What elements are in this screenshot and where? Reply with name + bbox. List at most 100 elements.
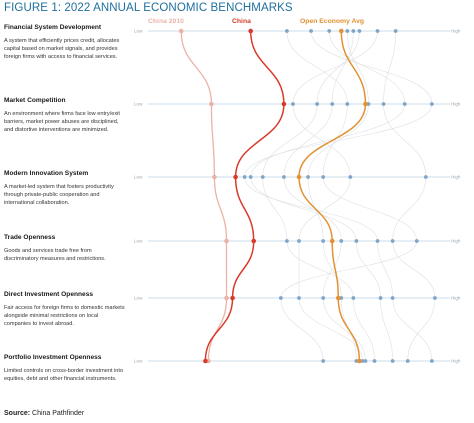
other-economy-point	[348, 175, 353, 179]
other-economy-point	[375, 29, 380, 33]
other-economy-point	[309, 29, 313, 33]
other-economy-point	[297, 296, 301, 300]
axis-low-label: Low	[134, 29, 143, 34]
source-text: China Pathfinder	[30, 410, 85, 417]
other-economy-point	[393, 29, 398, 33]
other-economy-point	[327, 29, 332, 33]
other-economy-point	[282, 175, 286, 179]
category-description: An environment where firms face low entr…	[4, 111, 120, 134]
axis-low-label: Low	[134, 239, 143, 244]
series-line	[204, 30, 285, 362]
category-financial-system: Financial System Development A system th…	[4, 24, 126, 62]
other-economy-point	[405, 359, 410, 363]
other-economy-point	[390, 359, 395, 363]
other-economy-point	[306, 175, 310, 179]
series-line	[180, 30, 228, 362]
series-point	[335, 295, 341, 301]
other-economy-point	[330, 102, 335, 106]
other-economy-point	[291, 102, 295, 106]
axis-low-label: Low	[134, 102, 143, 107]
other-economy-point	[321, 175, 326, 179]
series-point	[224, 295, 229, 301]
series-point	[296, 174, 302, 180]
other-economy-point	[260, 175, 265, 179]
series-point	[233, 174, 238, 180]
series-point	[281, 101, 287, 107]
axis-high-label: High	[451, 175, 461, 180]
series-point	[212, 174, 217, 180]
other-economy-line	[262, 30, 375, 362]
other-economy-point	[390, 296, 395, 300]
category-innovation-system: Modern Innovation System A market-led sy…	[4, 170, 126, 208]
series-point	[329, 238, 335, 244]
other-economy-point	[429, 102, 434, 106]
source-note: Source: China Pathfinder	[4, 410, 84, 417]
axis-high-label: High	[451, 102, 461, 107]
series-point	[224, 238, 229, 244]
other-economy-line	[383, 30, 436, 362]
series-point	[248, 28, 253, 34]
other-economy-point	[321, 359, 326, 363]
other-economy-point	[248, 175, 253, 179]
axis-low-label: Low	[134, 175, 143, 180]
category-description: Limited controls on cross-border investm…	[4, 368, 124, 383]
other-economy-line	[292, 30, 378, 362]
series-point	[363, 101, 368, 107]
axis-high-label: High	[451, 296, 461, 301]
other-economy-point	[378, 296, 383, 300]
category-trade-openness: Trade Openness Goods and services trade …	[4, 234, 126, 263]
series-point	[357, 358, 362, 364]
series-point	[203, 358, 208, 364]
other-economy-point	[390, 239, 395, 243]
category-market-competition: Market Competition An environment where …	[4, 97, 126, 135]
legend-entry: China	[232, 18, 251, 25]
axis-low-label: Low	[134, 359, 143, 364]
main-series-layer	[178, 28, 368, 364]
axis-low-label: Low	[134, 296, 143, 301]
series-line	[298, 30, 367, 362]
other-economy-point	[285, 239, 289, 243]
other-economy-line	[283, 30, 366, 362]
other-economy-point	[351, 296, 356, 300]
other-economy-point	[357, 29, 362, 33]
source-label: Source:	[4, 410, 31, 417]
category-name: Direct Investment Openness	[4, 291, 94, 298]
legend-layer: China 2010 China Open Economy Avg	[148, 18, 364, 25]
other-economies-layer	[242, 29, 437, 363]
series-point	[251, 238, 256, 244]
other-economy-point	[297, 239, 301, 243]
other-economy-line	[250, 30, 406, 362]
other-economy-point	[345, 29, 350, 33]
axis-high-label: High	[451, 239, 461, 244]
figure-title: FIGURE 1: 2022 ANNUAL ECONOMIC BENCHMARK…	[4, 2, 293, 14]
category-name: Market Competition	[4, 97, 66, 104]
category-name: Financial System Development	[4, 24, 102, 31]
category-description: Goods and services trade free from discr…	[4, 248, 106, 263]
category-description: A market-led system that fosters product…	[4, 184, 114, 207]
legend-entry: China 2010	[148, 18, 184, 25]
series-point	[338, 28, 344, 34]
category-description: A system that efficiently prices credit,…	[4, 38, 120, 61]
legend-entry: Open Economy Avg	[300, 18, 364, 25]
other-economy-point	[402, 102, 407, 106]
category-name: Trade Openness	[4, 234, 56, 241]
category-portfolio-investment: Portfolio Investment Openness Limited co…	[4, 354, 126, 383]
other-economy-point	[372, 359, 377, 363]
other-economy-point	[339, 239, 344, 243]
series-point	[178, 28, 184, 34]
category-description: Fair access for foreign firms to domesti…	[4, 305, 125, 328]
other-economy-point	[381, 102, 386, 106]
other-economy-point	[242, 175, 247, 179]
category-direct-investment: Direct Investment Openness Fair access f…	[4, 291, 126, 329]
axes-layer: Low High Low High Low High Low High Low High Low Hi…	[134, 29, 461, 364]
axis-high-label: High	[451, 359, 461, 364]
other-economy-point	[345, 102, 350, 106]
other-economy-point	[429, 359, 434, 363]
other-economy-point	[315, 102, 320, 106]
other-economy-point	[285, 29, 289, 33]
other-economy-point	[375, 239, 380, 243]
other-economy-point	[433, 296, 437, 300]
category-name: Portfolio Investment Openness	[4, 354, 102, 361]
other-economy-point	[321, 239, 326, 243]
